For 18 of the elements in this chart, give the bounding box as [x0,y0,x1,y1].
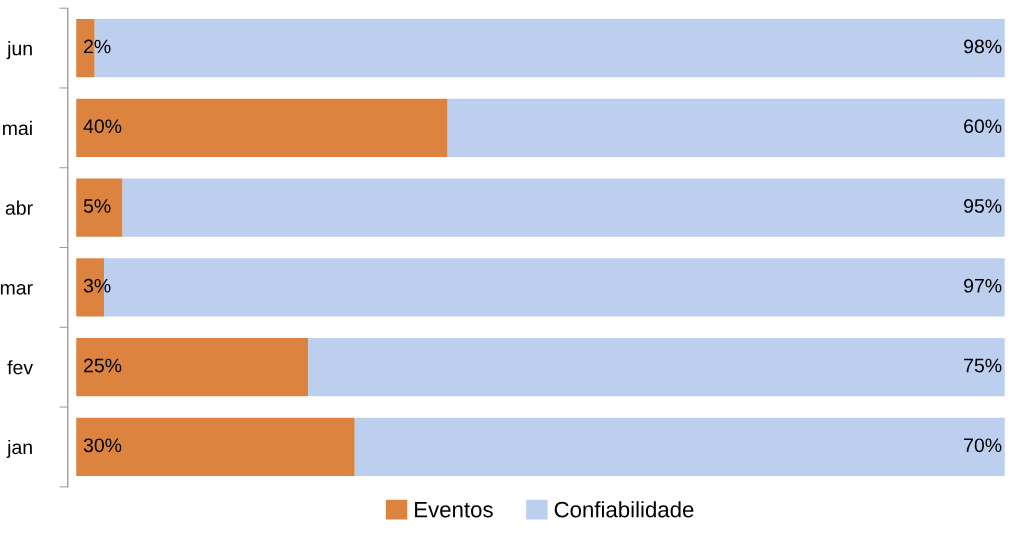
data-label: 98% [964,39,1002,54]
data-label: 40% [83,119,122,134]
y-tick-label: jun [6,41,32,60]
legend-label: Eventos [415,501,493,518]
y-tick-label: fev [7,360,33,375]
data-label: 25% [84,358,122,373]
y-tick-label: mar [0,283,33,295]
data-label: 70% [964,438,1002,453]
legend-label: Confiabilidade [554,501,694,518]
data-label: 60% [964,119,1002,134]
y-tick-label: jan [6,439,32,459]
data-label: 30% [83,438,122,453]
data-label: 97% [964,278,1002,293]
y-tick-label: mai [3,120,32,136]
y-tick-label: abr [5,200,33,215]
data-label: 95% [964,199,1002,213]
data-label: 75% [964,358,1002,373]
data-label: 5% [83,199,111,213]
